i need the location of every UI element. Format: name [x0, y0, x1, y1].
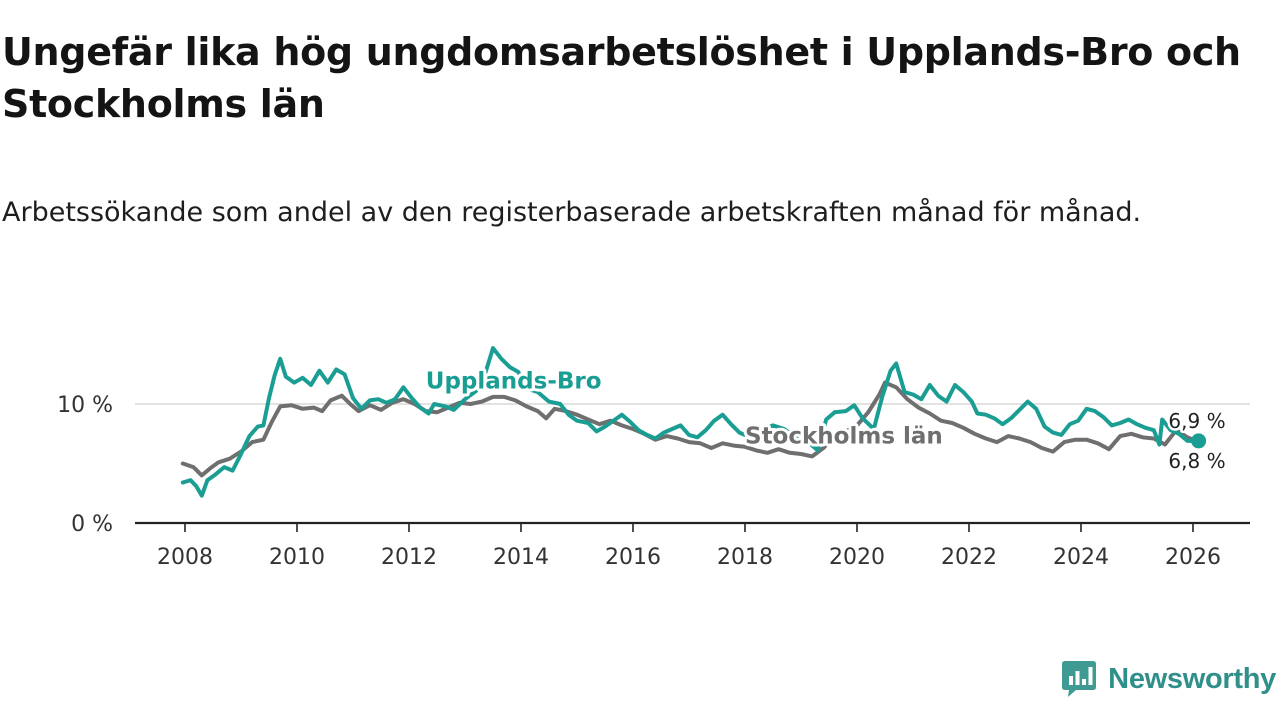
grid: 0 % 10 %: [57, 393, 1250, 537]
end-value-label: 6,8 %: [1168, 449, 1225, 473]
x-axis: 2008 2010 2012 2014 2016 2018 2020 2022 2024 2026: [135, 521, 1250, 570]
series-line-stockholms-län: [180, 380, 1201, 478]
chart-title: Ungefär lika hög ungdomsarbetslöshet i U…: [2, 30, 1241, 126]
newsworthy-logo-icon: [1062, 661, 1097, 697]
brand-name: Newsworthy: [1108, 662, 1276, 695]
series-lines: [180, 346, 1207, 498]
x-tick-label: 2018: [717, 545, 773, 570]
series-label: Upplands-Bro: [426, 369, 602, 395]
x-tick-label: 2012: [381, 545, 437, 570]
y-tick-label: 0 %: [71, 512, 113, 537]
brand-logo: Newsworthy: [1060, 660, 1276, 698]
chart-subtitle: Arbetssökande som andel av den registerb…: [2, 197, 1142, 228]
x-tick-label: 2022: [941, 545, 997, 570]
x-tick-label: 2020: [829, 545, 885, 570]
x-tick-label: 2016: [605, 545, 661, 570]
end-value-label: 6,9 %: [1168, 409, 1225, 433]
series-labels: Upplands-Bro Stockholms län 6,9 % 6,8 %: [423, 366, 1228, 476]
x-tick-label: 2014: [493, 545, 549, 570]
x-tick-label: 2024: [1053, 545, 1109, 570]
end-point-marker: [1191, 433, 1207, 449]
series-label: Stockholms län: [745, 423, 943, 449]
x-tick-label: 2008: [157, 545, 213, 570]
x-tick-label: 2026: [1165, 545, 1221, 570]
line-chart: 0 % 10 % 2008 2010 2012 2014 2016 2018 2020 2022…: [57, 346, 1250, 570]
y-tick-label: 10 %: [57, 393, 113, 418]
x-tick-label: 2010: [269, 545, 325, 570]
series-line-upplands-bro: [180, 346, 1201, 498]
